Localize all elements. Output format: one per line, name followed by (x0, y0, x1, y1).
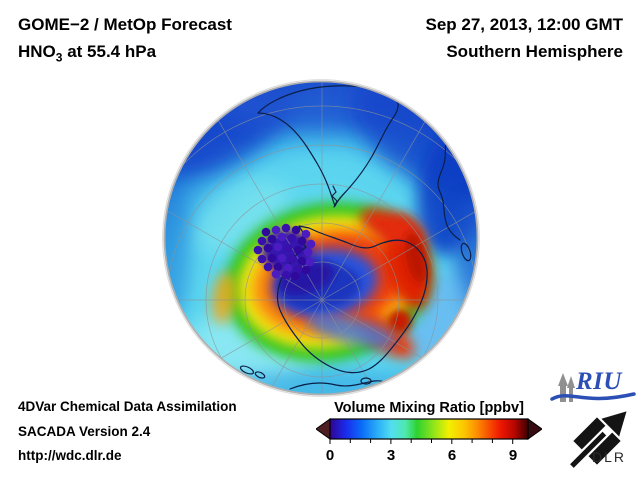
coastline-africa (437, 133, 461, 241)
species-subscript: 3 (55, 50, 63, 65)
observation-dots (253, 223, 316, 281)
colorbar-title: Volume Mixing Ratio [ppbv] (334, 400, 524, 416)
datetime-label: Sep 27, 2013, 12:00 GMT (425, 15, 624, 34)
coastline-tasmania (360, 377, 372, 385)
colorbar-tick-3: 3 (386, 447, 396, 464)
coastline-new-zealand-north (254, 371, 266, 379)
colorbar-gradient-bar (329, 418, 529, 440)
coastline-antarctica (276, 225, 428, 374)
header-left: GOME−2 / MetOp Forecast HNO3 at 55.4 hPa (18, 11, 232, 71)
dlr-logo-text: DLR (592, 449, 627, 465)
colorbar-tick-6: 6 (447, 447, 457, 464)
hemisphere-label: Southern Hemisphere (446, 42, 623, 61)
colorbar-tick-9: 9 (508, 447, 518, 464)
riu-swoosh-icon (550, 392, 636, 401)
colorbar (316, 418, 542, 444)
dlr-logo (562, 407, 633, 469)
colorbar-tick-0: 0 (325, 447, 335, 464)
coastline-patagonia-detail (331, 185, 338, 208)
version-label: SACADA Version 2.4 (18, 423, 151, 439)
globe-limb (163, 80, 479, 396)
product-title: GOME−2 / MetOp Forecast (18, 15, 232, 34)
riu-logo-text: RIU (576, 368, 622, 395)
footer-credits: 4DVar Chemical Data Assimilation SACADA … (18, 395, 237, 469)
coastline-madagascar (460, 242, 472, 262)
header-right: Sep 27, 2013, 12:00 GMT Southern Hemisph… (426, 11, 624, 65)
coastline-new-zealand-south (239, 365, 255, 375)
riu-logo (550, 373, 636, 402)
colorbar-over-arrow (527, 418, 542, 440)
dlr-arrow-icon (601, 411, 627, 437)
globe-limb-outer (162, 79, 480, 397)
colorbar-under-arrow (316, 418, 331, 440)
colorbar-ticks (329, 439, 514, 444)
assimilation-label: 4DVar Chemical Data Assimilation (18, 399, 237, 414)
species-level: HNO3 at 55.4 hPa (18, 42, 157, 65)
wdc-url: http://wdc.dlr.de (18, 448, 122, 463)
